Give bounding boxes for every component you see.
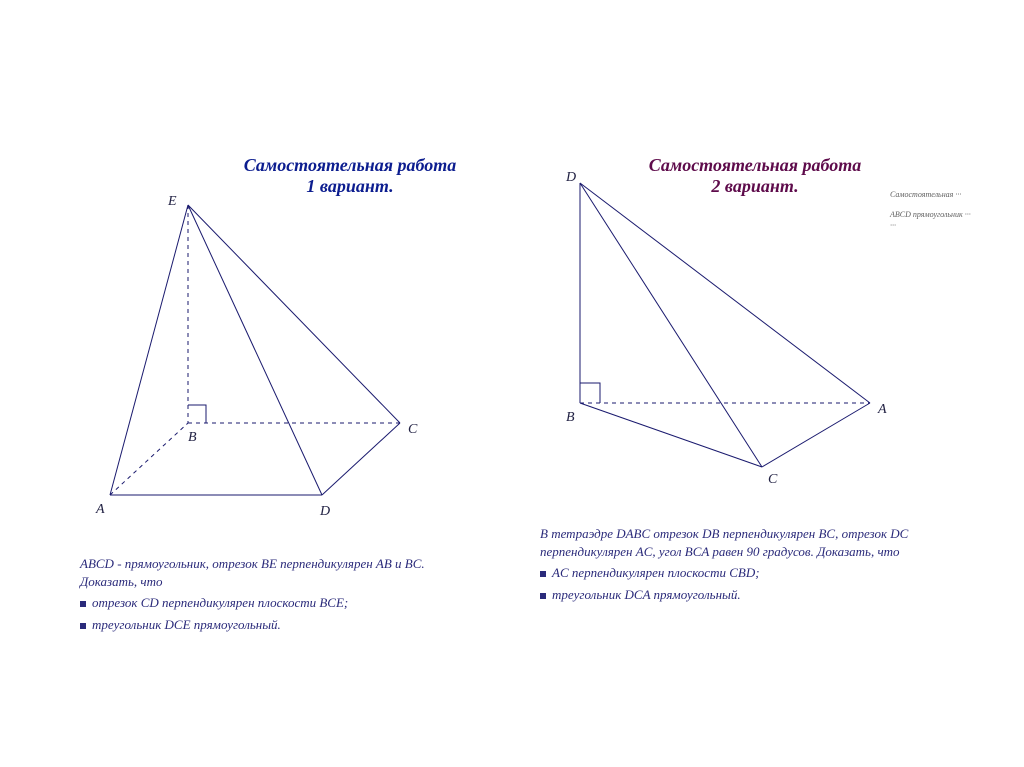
title-line1: Самостоятельная работа [230, 155, 470, 176]
para-1: ABCD - прямоугольник, отрезок BE перпенд… [80, 555, 480, 590]
diagram-variant-1: A B C D E [70, 175, 450, 525]
bullet-icon [540, 593, 546, 599]
svg-text:D: D [565, 170, 576, 185]
svg-text:B: B [566, 410, 575, 425]
para-2: В тетраэдре DABC отрезок DB перпендикуля… [540, 525, 970, 560]
svg-text:B: B [188, 430, 197, 445]
problem-text-2: В тетраэдре DABC отрезок DB перпендикуля… [540, 525, 970, 603]
svg-text:D: D [319, 504, 330, 519]
bullet-1a: отрезок CD перпендикулярен плоскости BCE… [80, 594, 480, 612]
bullet-icon [80, 601, 86, 607]
bullet-icon [80, 623, 86, 629]
svg-text:C: C [768, 472, 778, 487]
svg-text:A: A [877, 402, 887, 417]
page: Самостоятельная работа 1 вариант. ABCDE … [0, 0, 1024, 767]
problem-text-1: ABCD - прямоугольник, отрезок BE перпенд… [80, 555, 480, 633]
svg-text:E: E [167, 194, 177, 209]
bullet-2b: треугольник DCA прямоугольный. [540, 586, 970, 604]
svg-text:A: A [95, 502, 105, 517]
svg-text:C: C [408, 422, 418, 437]
tiny-caption: Самостоятельная ··· ABCD прямоугольник ·… [890, 190, 1000, 231]
bullet-icon [540, 571, 546, 577]
diagram-variant-2: D B A C [530, 165, 910, 495]
bullet-2a: AC перпендикулярен плоскости CBD; [540, 564, 970, 582]
bullet-1b: треугольник DCE прямоугольный. [80, 616, 480, 634]
